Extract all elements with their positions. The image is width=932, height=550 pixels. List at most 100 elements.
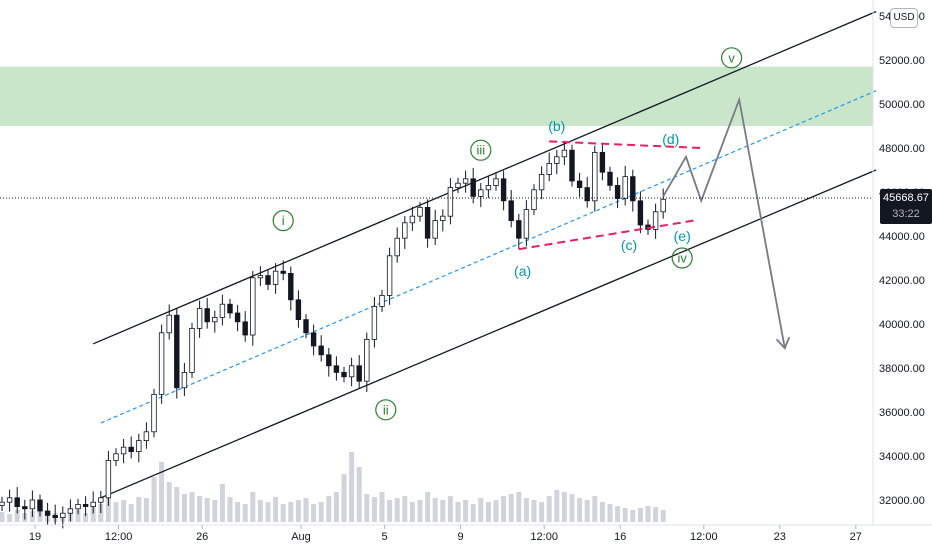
candle-body [120, 446, 127, 455]
volume-bar [136, 497, 142, 522]
candle-body [105, 459, 112, 499]
wave-circle [470, 139, 492, 161]
y-tick-label: 44000.00 [879, 231, 925, 243]
volume-bar [159, 462, 165, 522]
volume-bar [592, 496, 598, 522]
candle-body [265, 275, 271, 285]
volume-bar [75, 510, 81, 522]
candle-body [554, 156, 560, 164]
wave-circle-text: i [282, 213, 285, 228]
candle-body [402, 222, 408, 239]
bar-countdown: 33:22 [892, 208, 920, 220]
candle-body [622, 176, 628, 200]
wave-paren-label: (b) [548, 118, 565, 134]
y-tick-label: 50000.00 [879, 99, 925, 111]
volume-bar [227, 497, 233, 522]
candle-body [447, 187, 454, 217]
x-axis[interactable]: 19 12:00 26 Aug 5 9 12:00 16 12:00 23 27 [29, 525, 862, 543]
x-tick-label: 23 [774, 531, 786, 543]
candle-body [417, 206, 423, 217]
volume-bar [250, 492, 256, 522]
volume-bar [615, 506, 621, 522]
volume-bar [311, 504, 317, 522]
volume-bar [470, 504, 476, 522]
candlesticks [0, 140, 666, 529]
candle-body [272, 270, 279, 285]
candle-body [508, 200, 514, 222]
resistance-zone [0, 66, 873, 126]
candle-body [455, 182, 461, 188]
volume-bar [653, 507, 659, 522]
candle-body [98, 497, 104, 503]
candle-body [485, 184, 492, 191]
volume-bar [409, 502, 415, 522]
wave-paren-label: (a) [514, 263, 531, 279]
volume-bar [273, 497, 279, 522]
candle-body [478, 189, 484, 197]
candle-body [143, 431, 150, 441]
candle-body [326, 354, 332, 367]
candle-body [219, 303, 226, 318]
candle-body [227, 303, 233, 314]
volume-bar [189, 492, 195, 522]
volume-bar [98, 504, 104, 522]
volume-bar [523, 498, 529, 522]
candle-body [204, 308, 210, 323]
volume-bar [349, 452, 355, 522]
y-tick-label: 32000.00 [879, 495, 925, 507]
wave-circle-label: i [272, 210, 294, 232]
candle-body [424, 206, 431, 239]
candle-body [470, 178, 476, 197]
candle-body [356, 365, 362, 382]
wave-circle [671, 247, 693, 269]
x-tick-label: 12:00 [105, 531, 133, 543]
candle-body [136, 440, 142, 453]
volume-bar [447, 496, 453, 522]
volume-bar [242, 504, 248, 522]
candle-body [440, 215, 446, 221]
projection-arrowhead [775, 336, 791, 350]
wave-circle-text: v [728, 50, 735, 65]
candle-body [500, 178, 507, 202]
candle-body [432, 220, 438, 239]
volume-bar [379, 492, 385, 522]
volume-bar [569, 494, 575, 522]
candle-body [151, 393, 157, 433]
volume-bar [493, 500, 499, 522]
wave-paren-label: (d) [662, 131, 679, 147]
volume-bar [660, 510, 666, 522]
candle-body [166, 314, 172, 334]
x-tick-label: 19 [29, 531, 41, 543]
x-tick-label: 12:00 [530, 531, 558, 543]
volume-bar [7, 514, 13, 522]
currency-badge[interactable]: USD [890, 8, 918, 28]
y-tick-label: 38000.00 [879, 363, 925, 375]
wave-circle-label: iv [671, 247, 693, 269]
candle-body [546, 162, 552, 175]
x-tick-label: 26 [196, 531, 208, 543]
candle-body [318, 345, 324, 356]
wave-circle [375, 399, 397, 421]
volume-bar [83, 513, 89, 522]
volume-bar [265, 502, 271, 522]
volume-bar [204, 498, 210, 522]
wave-circle-label: iii [470, 139, 492, 161]
candle-body [538, 173, 545, 191]
candle-body [607, 171, 613, 186]
candle-body [599, 151, 606, 173]
volume-bar [288, 502, 294, 522]
volume-bar [539, 502, 545, 522]
y-axis[interactable]: 32000.00 34000.00 36000.00 38000.00 40000.00… [879, 11, 925, 507]
volume-bar [181, 494, 187, 522]
volume-bar [280, 504, 286, 522]
candle-body [196, 308, 203, 329]
wave-projection [662, 96, 791, 350]
candle-body [592, 151, 598, 202]
candle-body [67, 508, 74, 514]
candle-body [371, 305, 378, 340]
price-channel [92, 11, 877, 499]
candle-body [584, 187, 590, 202]
candle-body [44, 510, 51, 516]
